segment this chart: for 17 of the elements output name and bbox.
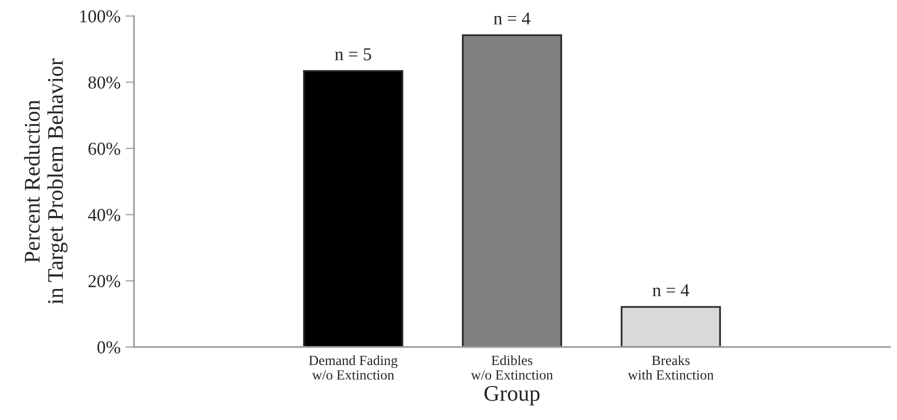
y-axis-title: Percent Reduction in Target Problem Behavior bbox=[24, 58, 68, 304]
x-axis-title: Group bbox=[484, 386, 540, 406]
x-tick-label: Breaks with Extinction bbox=[628, 355, 714, 380]
bar bbox=[303, 70, 404, 347]
y-tick-label: 80% bbox=[88, 76, 120, 89]
y-tick-label: 20% bbox=[88, 275, 120, 288]
y-tick-label: 40% bbox=[88, 208, 120, 222]
x-tick-label: Demand Fading w/o Extinction bbox=[309, 355, 398, 380]
annotation: n = 4 bbox=[494, 12, 530, 24]
x-tick-label: Edibles w/o Extinction bbox=[470, 355, 553, 380]
bar bbox=[462, 34, 562, 347]
y-tick-label: 100% bbox=[80, 10, 120, 22]
annotation: n = 4 bbox=[652, 284, 690, 296]
bar bbox=[620, 306, 721, 347]
y-tick-label: 60% bbox=[88, 142, 120, 155]
y-tick-label: 0% bbox=[97, 341, 120, 354]
annotation: n = 5 bbox=[334, 48, 372, 60]
